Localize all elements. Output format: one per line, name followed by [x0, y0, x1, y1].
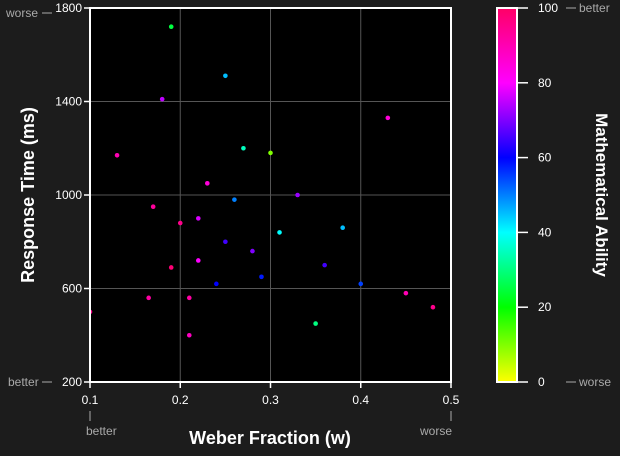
scatter-point: [150, 204, 156, 209]
x-tick-label: 0.3: [262, 393, 279, 407]
scatter-point: [430, 304, 436, 310]
y-annotation-low: better: [8, 375, 39, 389]
scatter-point: [186, 332, 192, 338]
scatter-point: [385, 115, 391, 121]
colorbar-tick-label: 60: [538, 151, 552, 165]
x-axis-ticks: 0.1 0.2 0.3 0.4 0.5: [82, 382, 460, 407]
colorbar-tick-label: 20: [538, 300, 552, 314]
scatter-point: [196, 216, 201, 221]
y-axis-ticks: 200 600 1000 1400 1800: [55, 1, 90, 389]
scatter-point: [259, 274, 264, 280]
y-tick-label: 600: [62, 282, 82, 296]
scatter-point: [340, 225, 346, 231]
grid-lines: [90, 8, 451, 382]
scatter-point: [295, 192, 300, 198]
scatter-point: [214, 281, 219, 287]
colorbar-tick-label: 80: [538, 76, 552, 90]
colorbar-tick-label: 100: [538, 1, 558, 15]
colorbar-ticks: 0 20 40 60 80 100: [517, 1, 558, 389]
x-tick-label: 0.5: [443, 393, 460, 407]
scatter-point: [277, 230, 282, 235]
scatter-point: [223, 73, 228, 79]
colorbar-annotation-low: worse: [578, 375, 611, 389]
x-tick-label: 0.2: [172, 393, 189, 407]
scatter-point: [250, 248, 255, 254]
colorbar-annotation-high: better: [579, 1, 610, 15]
scatter-point: [232, 197, 237, 202]
scatter-point: [358, 281, 364, 287]
scatter-point: [168, 24, 174, 30]
colorbar-tick-label: 0: [538, 375, 545, 389]
x-axis-label: Weber Fraction (w): [189, 428, 351, 448]
scatter-point: [177, 220, 183, 226]
y-tick-label: 1800: [55, 1, 82, 15]
scatter-point: [205, 181, 210, 186]
y-tick-label: 200: [62, 375, 82, 389]
y-annotation-high: worse: [5, 6, 38, 20]
scatter-point: [159, 96, 165, 102]
colorbar-label: Mathematical Ability: [592, 113, 611, 277]
scatter-point: [146, 295, 151, 301]
scatter-point: [114, 152, 120, 158]
colorbar-tick-label: 40: [538, 225, 552, 239]
x-annotation-low: better: [86, 424, 117, 438]
scatter-point: [196, 258, 201, 263]
scatter-point: [223, 239, 228, 245]
x-tick-label: 0.1: [82, 393, 99, 407]
scatter-point: [186, 295, 192, 301]
y-tick-label: 1000: [55, 188, 82, 202]
scatter-point: [322, 262, 327, 268]
scatter-point: [168, 265, 174, 270]
scatter-point: [313, 321, 318, 326]
scatter-point: [403, 290, 409, 296]
scatter-point: [268, 150, 273, 156]
y-axis-label: Response Time (ms): [18, 107, 38, 283]
colorbar: [496, 7, 518, 383]
scatter-points: [90, 24, 436, 338]
x-annotation-high: worse: [419, 424, 452, 438]
y-tick-label: 1400: [55, 95, 82, 109]
x-tick-label: 0.4: [352, 393, 369, 407]
scatter-point: [241, 145, 246, 151]
